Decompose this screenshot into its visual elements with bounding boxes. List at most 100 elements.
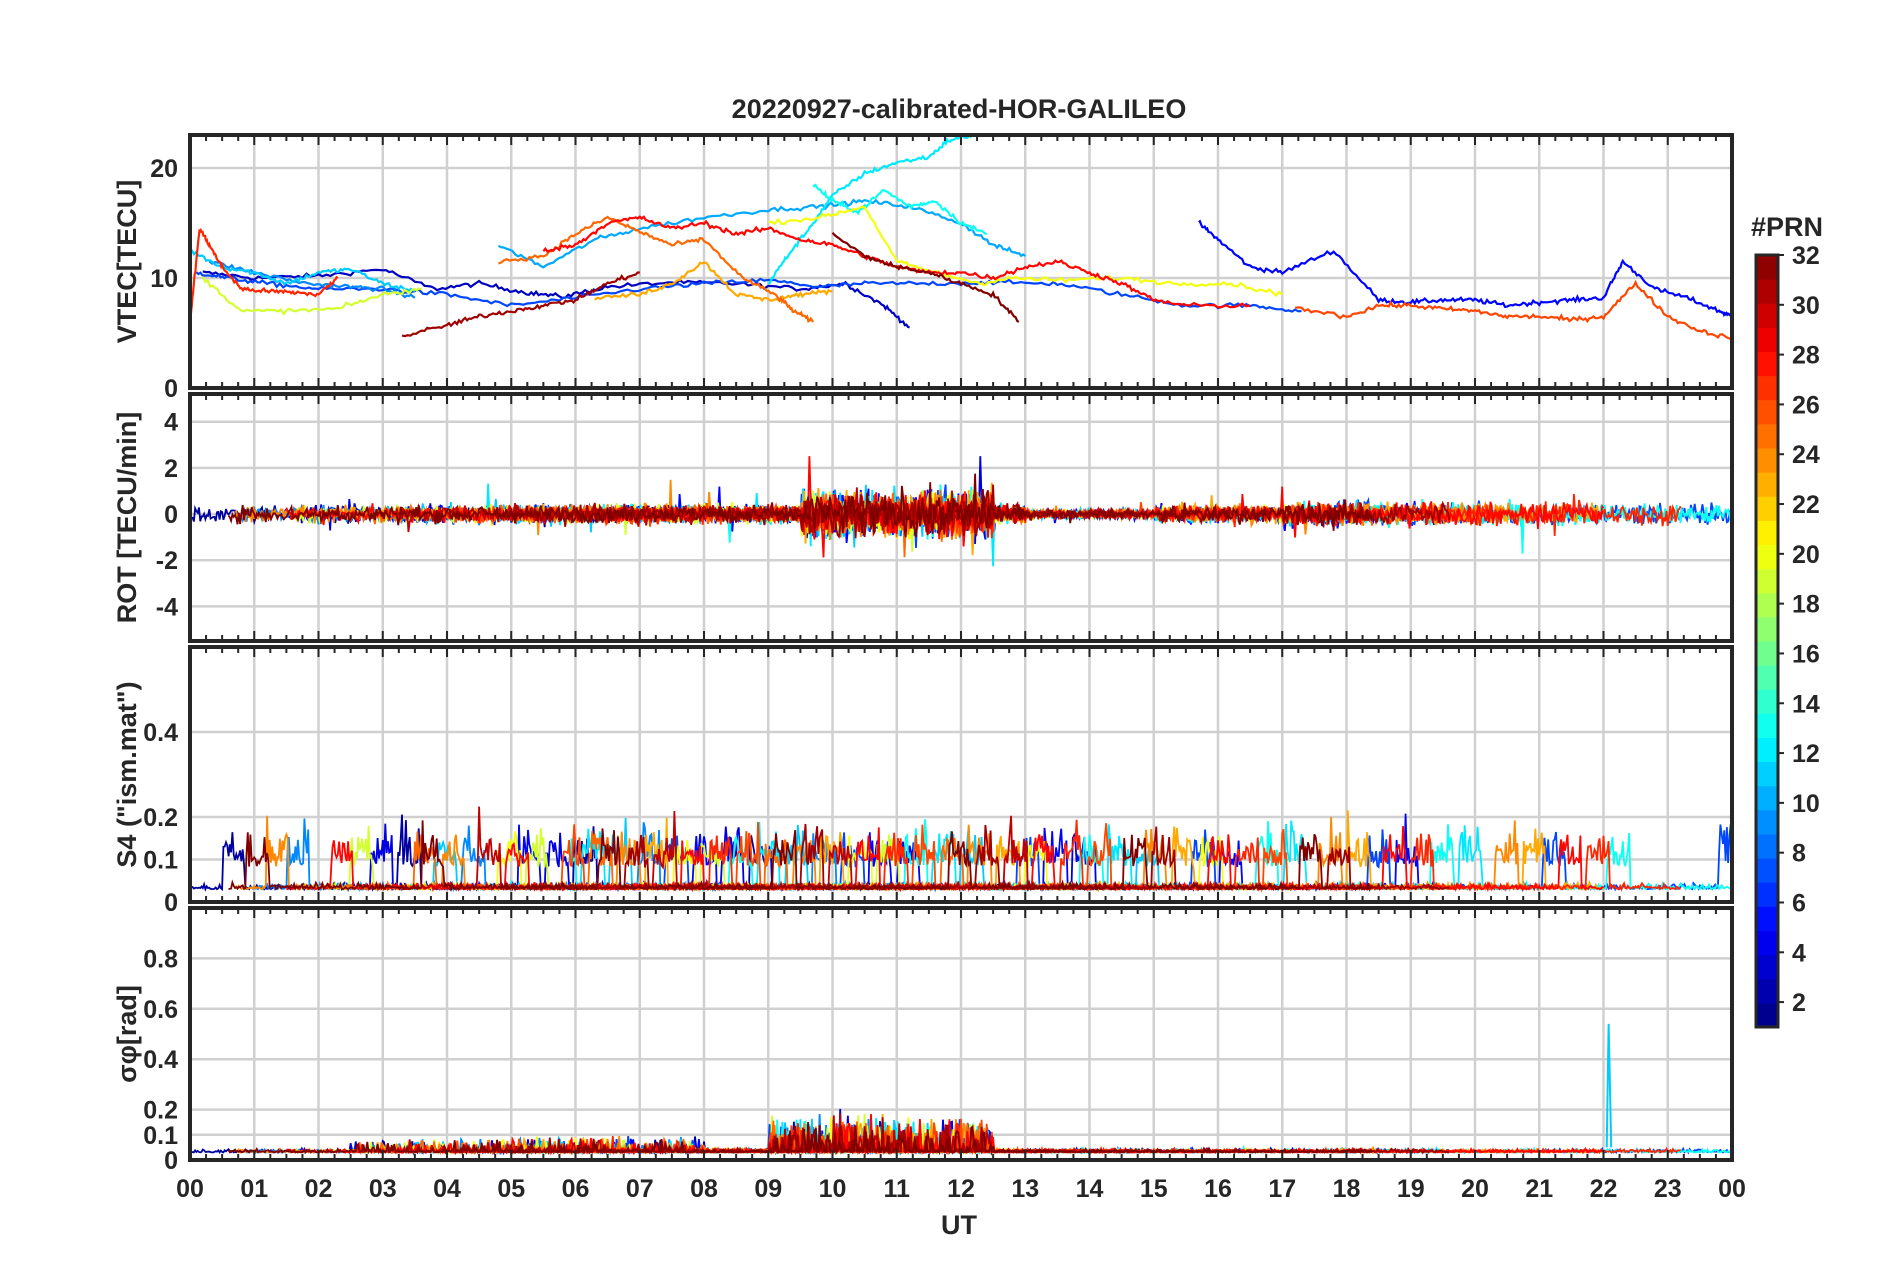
colorbar-tick-label: 28 <box>1792 342 1820 370</box>
y-axis-label: ROT [TECU/min] <box>112 412 142 623</box>
series-line-prn-12 <box>767 135 975 285</box>
colorbar-tick-label: 12 <box>1792 740 1820 768</box>
panel-vtec: 0 10 20 VTEC[TECU] <box>112 133 1734 403</box>
colorbar-segment <box>1756 1002 1778 1028</box>
colorbar-tick-label: 8 <box>1792 840 1806 868</box>
panel-sigma_phi: 00.10.2 0.4 0.6 0.8σφ[rad] <box>112 906 1734 1175</box>
colorbar-segment <box>1756 399 1778 425</box>
y-tick-label: 4 <box>164 409 178 437</box>
y-tick-label: 0.1 <box>143 847 178 875</box>
series-line-prn-7 <box>195 271 1302 313</box>
y-tick-label: 0 <box>164 375 178 403</box>
series-line-prn-5 <box>1198 219 1732 318</box>
y-tick-label: -2 <box>156 547 178 575</box>
panel-s4: 0 0.1 0.2 0.4S4 ("ism.mat") <box>112 645 1734 917</box>
y-tick-label: 0.2 <box>143 804 178 832</box>
series-line-prn-32 <box>227 473 1374 538</box>
colorbar-tick-label: 26 <box>1792 391 1820 419</box>
data-layer <box>190 1023 1732 1156</box>
series-line-prn-28 <box>285 456 1605 558</box>
data-layer <box>190 806 1732 893</box>
colorbar-tick-label: 14 <box>1792 690 1820 718</box>
x-tick-label: 15 <box>1140 1175 1168 1203</box>
series-line-prn-11 <box>190 249 416 293</box>
colorbar-segment <box>1756 882 1778 907</box>
y-tick-label: 0.6 <box>143 996 178 1024</box>
series-line-prn-25 <box>498 215 815 323</box>
x-tick-label: 02 <box>305 1175 333 1203</box>
colorbar-segment <box>1756 351 1778 377</box>
x-tick-labels: 00 01 02 03 04 05 06 07 08 09 10 11 12 13 14 15 16 17 18 19… <box>176 1175 1746 1203</box>
x-tick-label: 03 <box>369 1175 397 1203</box>
series-line-prn-32 <box>227 1122 1373 1156</box>
x-axis-label: UT <box>941 1210 977 1240</box>
y-tick-label: 10 <box>150 265 178 293</box>
series-line-prn-32 <box>831 232 1020 323</box>
colorbar-tick-label: 30 <box>1792 292 1820 320</box>
colorbar-tick-label: 18 <box>1792 591 1820 619</box>
y-tick-label: 20 <box>150 155 178 183</box>
colorbar-segment <box>1756 665 1778 690</box>
y-tick-label: 0 <box>164 1147 178 1175</box>
colorbar-segment <box>1756 713 1778 738</box>
panel-frame <box>188 645 1734 904</box>
colorbar-tick-label: 20 <box>1792 541 1820 569</box>
x-tick-label: 14 <box>1076 1175 1104 1203</box>
series-line-prn-26 <box>1294 279 1732 340</box>
x-tick-label: 04 <box>433 1175 461 1203</box>
colorbar-tick-label: 24 <box>1792 441 1820 469</box>
colorbar-tick-label: 10 <box>1792 790 1820 818</box>
x-tick-label: 07 <box>626 1175 654 1203</box>
y-tick-label: 0.4 <box>143 719 178 747</box>
series-line-prn-31 <box>401 271 640 338</box>
y-tick-label: 0.2 <box>143 1097 178 1125</box>
data-layer <box>190 135 1732 340</box>
series-line-prn-28 <box>542 215 1251 309</box>
x-tick-label: 10 <box>819 1175 847 1203</box>
x-tick-label: 06 <box>562 1175 590 1203</box>
x-tick-label: 00 <box>1718 1175 1746 1203</box>
colorbar-segment <box>1756 616 1778 642</box>
series-line-prn-19 <box>201 276 422 316</box>
x-tick-label: 17 <box>1268 1175 1296 1203</box>
colorbar-tick-label: 16 <box>1792 640 1820 668</box>
y-tick-label: 0 <box>164 889 178 917</box>
panel-frame <box>188 392 1734 643</box>
series-line-prn-27 <box>190 227 339 321</box>
colorbar-segment <box>1756 568 1778 594</box>
colorbar-segment <box>1756 954 1778 980</box>
colorbar-segment <box>1756 858 1778 883</box>
colorbar-segment <box>1756 423 1778 449</box>
x-tick-label: 19 <box>1397 1175 1425 1203</box>
data-layer <box>190 456 1732 567</box>
x-tick-label: 21 <box>1525 1175 1553 1203</box>
colorbar-segment <box>1756 785 1778 811</box>
y-tick-label: 2 <box>164 455 178 483</box>
x-tick-label: 12 <box>947 1175 975 1203</box>
panel-frame <box>188 133 1734 390</box>
chart-title: 20220927-calibrated-HOR-GALILEO <box>732 94 1187 124</box>
y-tick-label: 0.4 <box>143 1046 178 1074</box>
series-line-prn-32 <box>228 820 1373 893</box>
x-tick-label: 23 <box>1654 1175 1682 1203</box>
colorbar-tick-label: 4 <box>1792 939 1806 967</box>
colorbar-segment <box>1756 641 1778 666</box>
colorbar-segment <box>1756 472 1778 497</box>
x-tick-label: 16 <box>1204 1175 1232 1203</box>
colorbar-frame <box>1754 253 1780 1029</box>
colorbar-segment <box>1756 906 1778 931</box>
x-tick-label: 08 <box>690 1175 718 1203</box>
colorbar-segment <box>1756 834 1778 859</box>
colorbar-segment <box>1756 978 1778 1004</box>
spike-trace <box>1605 1023 1613 1148</box>
colorbar-segment <box>1756 496 1778 521</box>
x-tick-label: 11 <box>884 1175 911 1203</box>
colorbar-segment <box>1756 255 1778 280</box>
x-tick-label: 20 <box>1461 1175 1489 1203</box>
x-tick-label: 00 <box>176 1175 204 1203</box>
colorbar-segment <box>1756 689 1778 714</box>
x-tick-label: 05 <box>497 1175 525 1203</box>
x-tick-label: 22 <box>1590 1175 1618 1203</box>
